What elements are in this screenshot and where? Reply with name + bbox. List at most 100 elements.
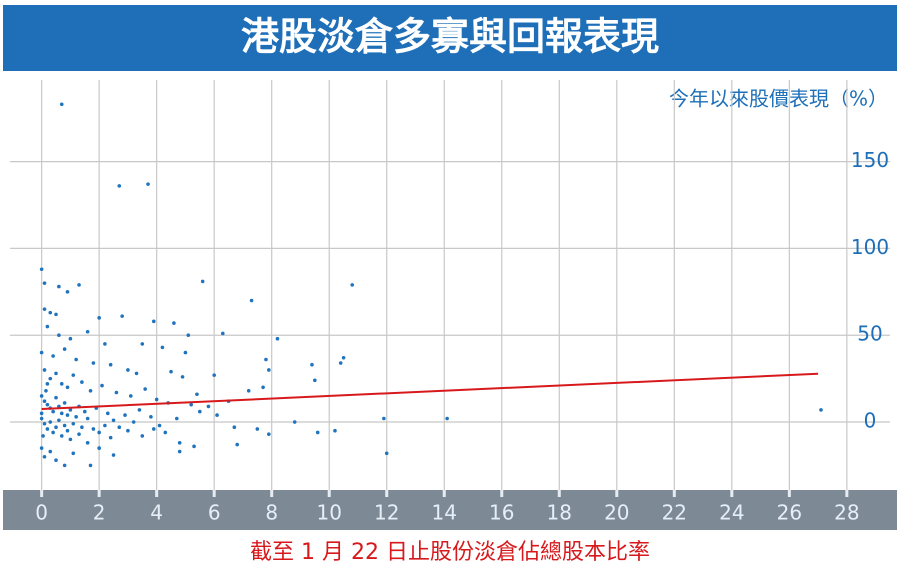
point [114,390,119,395]
x-tick-label: 10 [316,501,341,525]
point [255,427,260,431]
point [62,463,67,468]
point [59,382,64,386]
point [54,371,58,376]
point [117,184,122,188]
point [212,373,216,377]
x-tick-label: 8 [265,501,278,525]
point [71,421,76,426]
point [62,347,67,351]
point [384,451,389,456]
point [117,425,122,430]
point [54,395,58,400]
point [313,378,317,383]
point [97,430,101,435]
point [44,388,48,393]
point [137,408,142,412]
point [267,368,271,372]
chart-title: 港股淡倉多寡與回報表現 [241,15,659,59]
y-tick-label: 0 [864,409,877,433]
point [51,354,55,358]
point [62,423,67,428]
point [45,402,50,407]
point [169,369,173,374]
point [45,382,50,386]
point [123,413,127,417]
x-tick-label: 0 [35,501,48,525]
point [206,404,211,409]
point [246,388,251,393]
trend-line [41,372,819,411]
point [163,430,168,435]
y-axis-label: 今年以來股價表現（%） [669,87,888,111]
x-tick-label: 24 [719,501,744,525]
point [149,415,153,419]
point [292,420,297,424]
point [315,430,320,435]
point [177,441,182,445]
point [338,361,343,365]
point [42,454,47,459]
point [103,342,107,346]
point [51,430,55,435]
point [48,310,53,315]
point [157,423,162,428]
point [140,342,145,346]
point [267,432,271,436]
point [177,449,182,454]
point [39,394,44,398]
point [97,316,101,320]
point [80,425,84,430]
point [131,420,136,424]
point [54,312,58,317]
point [264,357,268,362]
point [62,401,67,405]
point [249,298,254,303]
point [146,182,150,186]
x-tick-label: 2 [93,501,106,525]
point [57,333,61,338]
point [105,411,110,416]
point [333,428,337,433]
point [235,442,239,447]
point [85,416,90,421]
point [71,373,76,377]
y-tick-label: 150 [851,148,889,172]
point [198,409,202,414]
x-axis-bar [3,490,897,530]
point [172,321,176,325]
x-tick-label: 20 [604,501,629,525]
point [65,428,70,433]
point [68,437,73,442]
point [57,418,61,423]
point [65,413,70,417]
point [232,425,237,430]
point [100,383,104,388]
point [65,385,70,390]
point [42,307,47,311]
point [39,411,44,416]
point [42,281,47,285]
point [39,446,44,450]
point [174,416,179,421]
point [74,357,78,362]
point [350,283,355,287]
x-tick-label: 16 [489,501,514,525]
point [91,427,96,431]
point [97,446,101,450]
point [111,418,116,423]
y-tick-label: 100 [851,235,889,259]
x-tick-label: 6 [208,501,221,525]
point [48,420,53,424]
title-banner [3,5,897,71]
point [382,416,386,421]
point [39,350,44,355]
point [111,453,116,457]
x-tick-label: 28 [834,501,859,525]
point [51,409,55,414]
point [108,435,113,440]
point [39,267,44,272]
point [59,102,64,107]
point [41,434,45,438]
